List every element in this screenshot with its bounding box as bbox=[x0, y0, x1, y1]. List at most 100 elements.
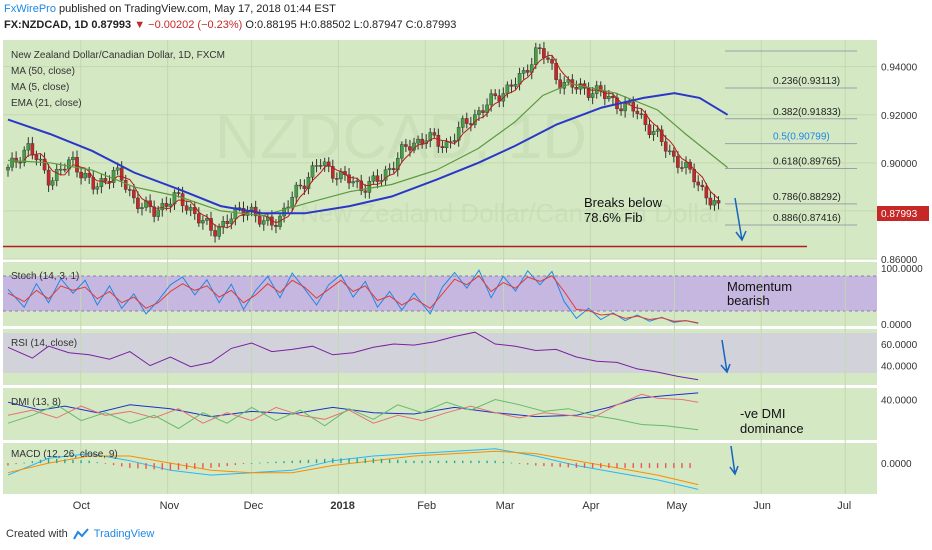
macd-histogram-bar bbox=[129, 463, 131, 468]
candle-body bbox=[180, 193, 185, 206]
macd-histogram-bar bbox=[656, 463, 659, 468]
candle-body bbox=[115, 167, 120, 171]
macd-histogram-bar bbox=[96, 462, 99, 464]
tradingview-logo-icon bbox=[72, 528, 89, 540]
candle-body bbox=[712, 200, 717, 206]
candle-body bbox=[217, 227, 221, 237]
macd-histogram-bar bbox=[632, 463, 634, 468]
last-price-tag bbox=[877, 206, 929, 221]
candle-body bbox=[586, 88, 591, 98]
candle-body bbox=[387, 168, 392, 170]
macd-histogram-bar bbox=[137, 463, 139, 469]
macd-histogram-bar bbox=[31, 461, 34, 464]
macd-histogram-bar bbox=[120, 463, 123, 467]
candle-body bbox=[326, 161, 331, 167]
y-tick-label: 0.92000 bbox=[881, 111, 918, 122]
tradingview-brand[interactable]: TradingView bbox=[93, 528, 155, 540]
candle-body bbox=[680, 167, 684, 169]
macd-histogram-bar bbox=[648, 463, 651, 468]
macd-histogram-bar bbox=[478, 460, 480, 464]
candle-body bbox=[314, 165, 319, 167]
macd-histogram-bar bbox=[372, 458, 375, 464]
fib-label: 0.5(0.90799) bbox=[773, 132, 830, 143]
macd-histogram-bar bbox=[583, 463, 586, 468]
x-tick-label: Feb bbox=[417, 500, 436, 512]
candle-body bbox=[164, 203, 169, 207]
candle-body bbox=[188, 207, 193, 211]
candle-body bbox=[79, 171, 83, 179]
dmi-annotation-line2: dominance bbox=[740, 421, 804, 436]
y-tick-label: 60.0000 bbox=[881, 340, 918, 351]
macd-histogram-bar bbox=[234, 463, 237, 466]
candle-body bbox=[257, 215, 262, 225]
candle-body bbox=[469, 123, 473, 125]
macd-histogram-bar bbox=[88, 460, 90, 464]
macd-panel bbox=[3, 443, 877, 494]
candle-body bbox=[432, 132, 437, 136]
macd-histogram-bar bbox=[104, 463, 107, 464]
macd-histogram-bar bbox=[39, 459, 42, 464]
fib-label: 0.618(0.89765) bbox=[773, 156, 841, 167]
macd-histogram-bar bbox=[453, 460, 456, 464]
candle-body bbox=[473, 114, 477, 125]
candle-body bbox=[655, 129, 660, 132]
candle-body bbox=[493, 93, 498, 96]
candle-body bbox=[676, 156, 680, 168]
x-tick-label: Mar bbox=[496, 500, 515, 512]
publisher-line: FxWirePro published on TradingView.com, … bbox=[4, 3, 336, 15]
macd-histogram-bar bbox=[356, 458, 358, 464]
candle-body bbox=[14, 157, 18, 163]
rsi-band bbox=[3, 333, 877, 373]
y-tick-label: 40.0000 bbox=[881, 396, 918, 407]
candle-body bbox=[322, 161, 327, 166]
macd-histogram-bar bbox=[364, 458, 366, 464]
publisher-name[interactable]: FxWirePro bbox=[4, 3, 56, 15]
watermark-description: New Zealand Dollar/Canadian Dollar bbox=[300, 198, 722, 228]
macd-histogram-bar bbox=[218, 463, 220, 467]
candle-body bbox=[136, 197, 140, 209]
rsi-plot bbox=[7, 331, 699, 381]
candle-body bbox=[310, 165, 315, 178]
legend-ma50: MA (50, close) bbox=[11, 66, 75, 77]
dmi-legend: DMI (13, 8) bbox=[11, 397, 61, 408]
candle-body bbox=[607, 96, 611, 99]
macd-histogram-bar bbox=[80, 460, 82, 464]
macd-histogram-bar bbox=[56, 458, 58, 464]
candle-body bbox=[225, 221, 230, 224]
macd-histogram-bar bbox=[15, 463, 17, 465]
macd-histogram-bar bbox=[267, 462, 269, 464]
macd-histogram-bar bbox=[405, 460, 407, 464]
candle-body bbox=[611, 96, 615, 99]
macd-histogram-bar bbox=[608, 463, 610, 468]
candle-body bbox=[452, 140, 457, 142]
macd-plot bbox=[7, 448, 699, 490]
dmi-plus-line bbox=[7, 398, 699, 431]
candle-body bbox=[700, 184, 705, 187]
symbol-info: FX:NZDCAD, 1D 0.87993 bbox=[4, 19, 132, 31]
candle-body bbox=[298, 184, 303, 187]
macd-histogram-bar bbox=[429, 460, 431, 464]
candle-body bbox=[168, 203, 173, 207]
y-tick-label: 0.0000 bbox=[881, 320, 912, 331]
price-panel bbox=[3, 40, 877, 259]
candle-body bbox=[538, 47, 542, 49]
candle-body bbox=[367, 181, 372, 193]
candle-body bbox=[684, 161, 688, 168]
stoch-k-line bbox=[7, 269, 699, 324]
macd-histogram-bar bbox=[340, 458, 342, 464]
fib-break-annotation-line2: 78.6% Fib bbox=[584, 210, 643, 225]
candle-body bbox=[371, 175, 376, 182]
candle-body bbox=[63, 168, 67, 171]
macd-histogram-bar bbox=[23, 462, 25, 464]
candle-body bbox=[46, 169, 51, 186]
macd-histogram-bar bbox=[575, 463, 578, 468]
candle-body bbox=[444, 141, 449, 149]
macd-histogram-bar bbox=[283, 461, 285, 464]
candle-body bbox=[351, 181, 355, 184]
candle-body bbox=[436, 135, 441, 147]
macd-histogram-bar bbox=[47, 458, 50, 464]
macd-histogram-bar bbox=[72, 459, 74, 464]
macd-histogram-bar bbox=[551, 463, 553, 467]
legend-ema21: EMA (21, close) bbox=[11, 98, 82, 109]
